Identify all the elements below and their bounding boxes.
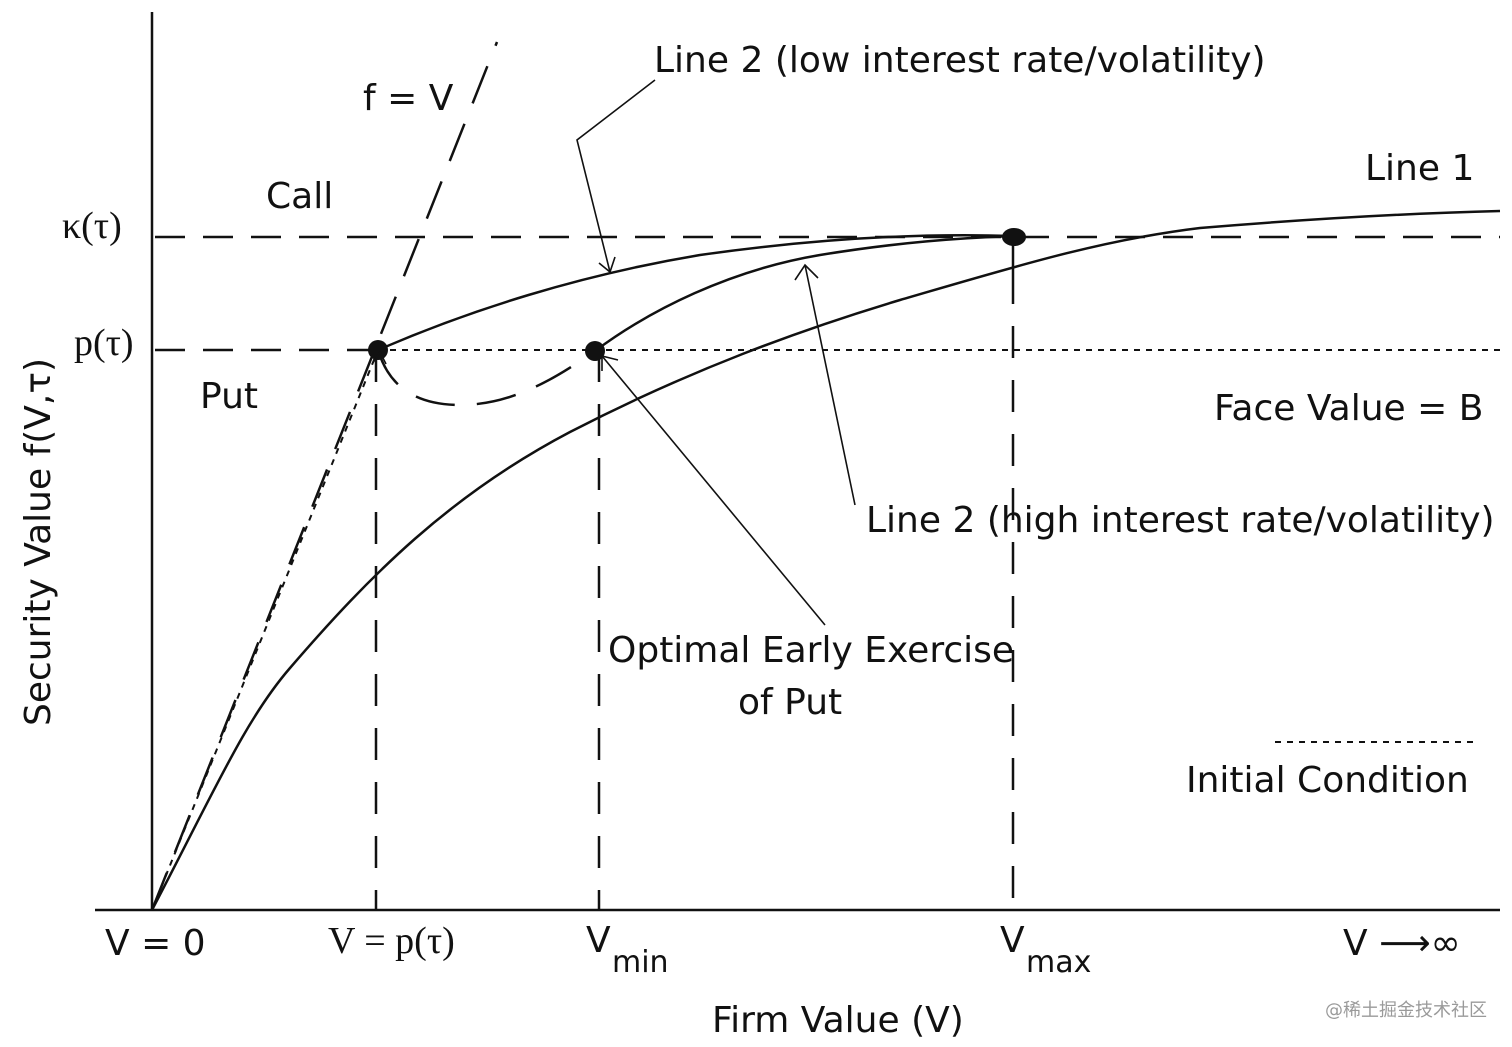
p-tau-point [368, 340, 388, 360]
tick-vmax-main: V [1000, 920, 1025, 961]
f-equals-v-line [150, 41, 499, 911]
tick-vmin-sub: min [612, 945, 669, 980]
line2-high-curve [594, 234, 1014, 353]
dashed-dip-curve [376, 349, 596, 407]
optimal-exercise-arrowhead [601, 354, 619, 371]
p-tau-arrow-mark [371, 350, 387, 365]
line2-low-leader [576, 79, 656, 273]
line1-label: Line 1 [1365, 148, 1474, 189]
line2-low-curve [377, 233, 1014, 352]
kappa-label: κ(τ) [62, 205, 122, 247]
legend-initial-condition-label: Initial Condition [1186, 760, 1469, 801]
vmin-point [585, 341, 605, 361]
tick-vp: V = p(τ) [328, 920, 455, 962]
y-axis-label: Security Value f(V,τ) [18, 358, 59, 726]
x-axis-label: Firm Value (V) [712, 1000, 964, 1041]
tick-vinf: V ⟶∞ [1343, 923, 1461, 964]
vmax-point [1002, 228, 1026, 246]
tick-v0: V = 0 [105, 923, 206, 964]
optimal-exercise-leader [601, 355, 826, 626]
watermark: @稀土掘金技术社区 [1325, 1000, 1487, 1021]
put-label: Put [200, 376, 258, 417]
optimal-exercise-label-2: of Put [738, 682, 842, 723]
call-label: Call [266, 176, 333, 217]
line2-high-leader [804, 264, 856, 506]
p-tau-label: p(τ) [74, 322, 134, 364]
line2-high-label: Line 2 (high interest rate/volatility) [866, 500, 1495, 541]
line1-curve [150, 209, 1501, 911]
optimal-exercise-label-1: Optimal Early Exercise [608, 630, 1014, 671]
face-value-label: Face Value = B [1214, 388, 1483, 429]
line2-low-arrowhead [598, 256, 616, 274]
tick-vmin-main: V [586, 920, 611, 961]
line2-high-arrowhead [794, 263, 819, 281]
f-equals-v-label: f = V [363, 78, 454, 119]
tick-vmax-sub: max [1026, 945, 1091, 980]
line2-low-label: Line 2 (low interest rate/volatility) [654, 40, 1266, 81]
